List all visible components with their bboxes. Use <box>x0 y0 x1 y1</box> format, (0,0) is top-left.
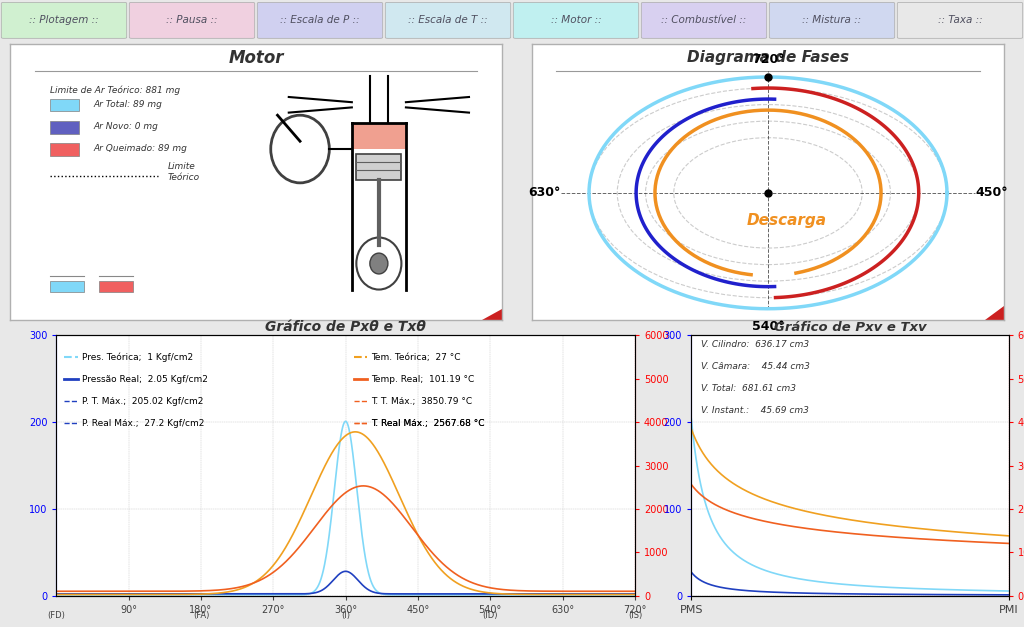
Legend: T. Real Máx.;  2567.68 °C: T. Real Máx.; 2567.68 °C <box>350 416 488 431</box>
FancyBboxPatch shape <box>257 3 383 38</box>
Text: :: Plotagem ::: :: Plotagem :: <box>30 16 98 25</box>
Text: (FA): (FA) <box>193 611 209 620</box>
Polygon shape <box>482 308 502 320</box>
Title: Gráfico de Pxθ e Txθ: Gráfico de Pxθ e Txθ <box>265 320 426 334</box>
FancyBboxPatch shape <box>49 99 79 112</box>
Text: Ar Total: 89 mg: Ar Total: 89 mg <box>94 100 163 109</box>
Text: :: Combustível ::: :: Combustível :: <box>662 16 746 25</box>
Text: Ar Novo: 0 mg: Ar Novo: 0 mg <box>94 122 159 131</box>
Text: Descarga: Descarga <box>746 213 826 228</box>
Text: :: Pausa ::: :: Pausa :: <box>166 16 218 25</box>
FancyBboxPatch shape <box>49 143 79 155</box>
Text: (ID): (ID) <box>482 611 498 620</box>
Text: 630°: 630° <box>528 186 561 199</box>
Text: :: Taxa ::: :: Taxa :: <box>938 16 982 25</box>
Text: V. Cilindro:  636.17 cm3: V. Cilindro: 636.17 cm3 <box>700 340 809 349</box>
Title: Gráfico de Pxv e Txv: Gráfico de Pxv e Txv <box>773 321 927 334</box>
Text: Limite
Teórico: Limite Teórico <box>168 162 200 182</box>
Circle shape <box>370 253 388 274</box>
Text: (FD): (FD) <box>47 611 66 620</box>
FancyBboxPatch shape <box>769 3 895 38</box>
FancyBboxPatch shape <box>129 3 255 38</box>
Text: Limite de Ar Teórico: 881 mg: Limite de Ar Teórico: 881 mg <box>49 85 179 95</box>
FancyBboxPatch shape <box>49 121 79 134</box>
FancyBboxPatch shape <box>1 3 127 38</box>
Text: 540°: 540° <box>752 320 784 333</box>
Text: Motor: Motor <box>228 49 284 66</box>
FancyBboxPatch shape <box>513 3 639 38</box>
FancyBboxPatch shape <box>49 281 84 292</box>
Text: V. Câmara:    45.44 cm3: V. Câmara: 45.44 cm3 <box>700 362 810 371</box>
FancyBboxPatch shape <box>98 281 133 292</box>
Polygon shape <box>352 123 406 149</box>
Text: (I): (I) <box>341 611 350 620</box>
Text: V. Total:  681.61 cm3: V. Total: 681.61 cm3 <box>700 384 796 393</box>
Text: :: Mistura ::: :: Mistura :: <box>803 16 861 25</box>
Text: 720°: 720° <box>752 53 784 66</box>
Text: 450°: 450° <box>975 186 1008 199</box>
Text: Ar Queimado: 89 mg: Ar Queimado: 89 mg <box>94 144 187 153</box>
Polygon shape <box>985 306 1004 320</box>
FancyBboxPatch shape <box>385 3 511 38</box>
Text: :: Motor ::: :: Motor :: <box>551 16 601 25</box>
Text: (IS): (IS) <box>628 611 642 620</box>
Text: V. Instant.:    45.69 cm3: V. Instant.: 45.69 cm3 <box>700 406 809 416</box>
Text: :: Escala de T ::: :: Escala de T :: <box>409 16 487 25</box>
FancyBboxPatch shape <box>356 154 401 181</box>
FancyBboxPatch shape <box>641 3 767 38</box>
FancyBboxPatch shape <box>897 3 1023 38</box>
Text: :: Escala de P ::: :: Escala de P :: <box>281 16 359 25</box>
Text: Diagrama de Fases: Diagrama de Fases <box>687 50 849 65</box>
